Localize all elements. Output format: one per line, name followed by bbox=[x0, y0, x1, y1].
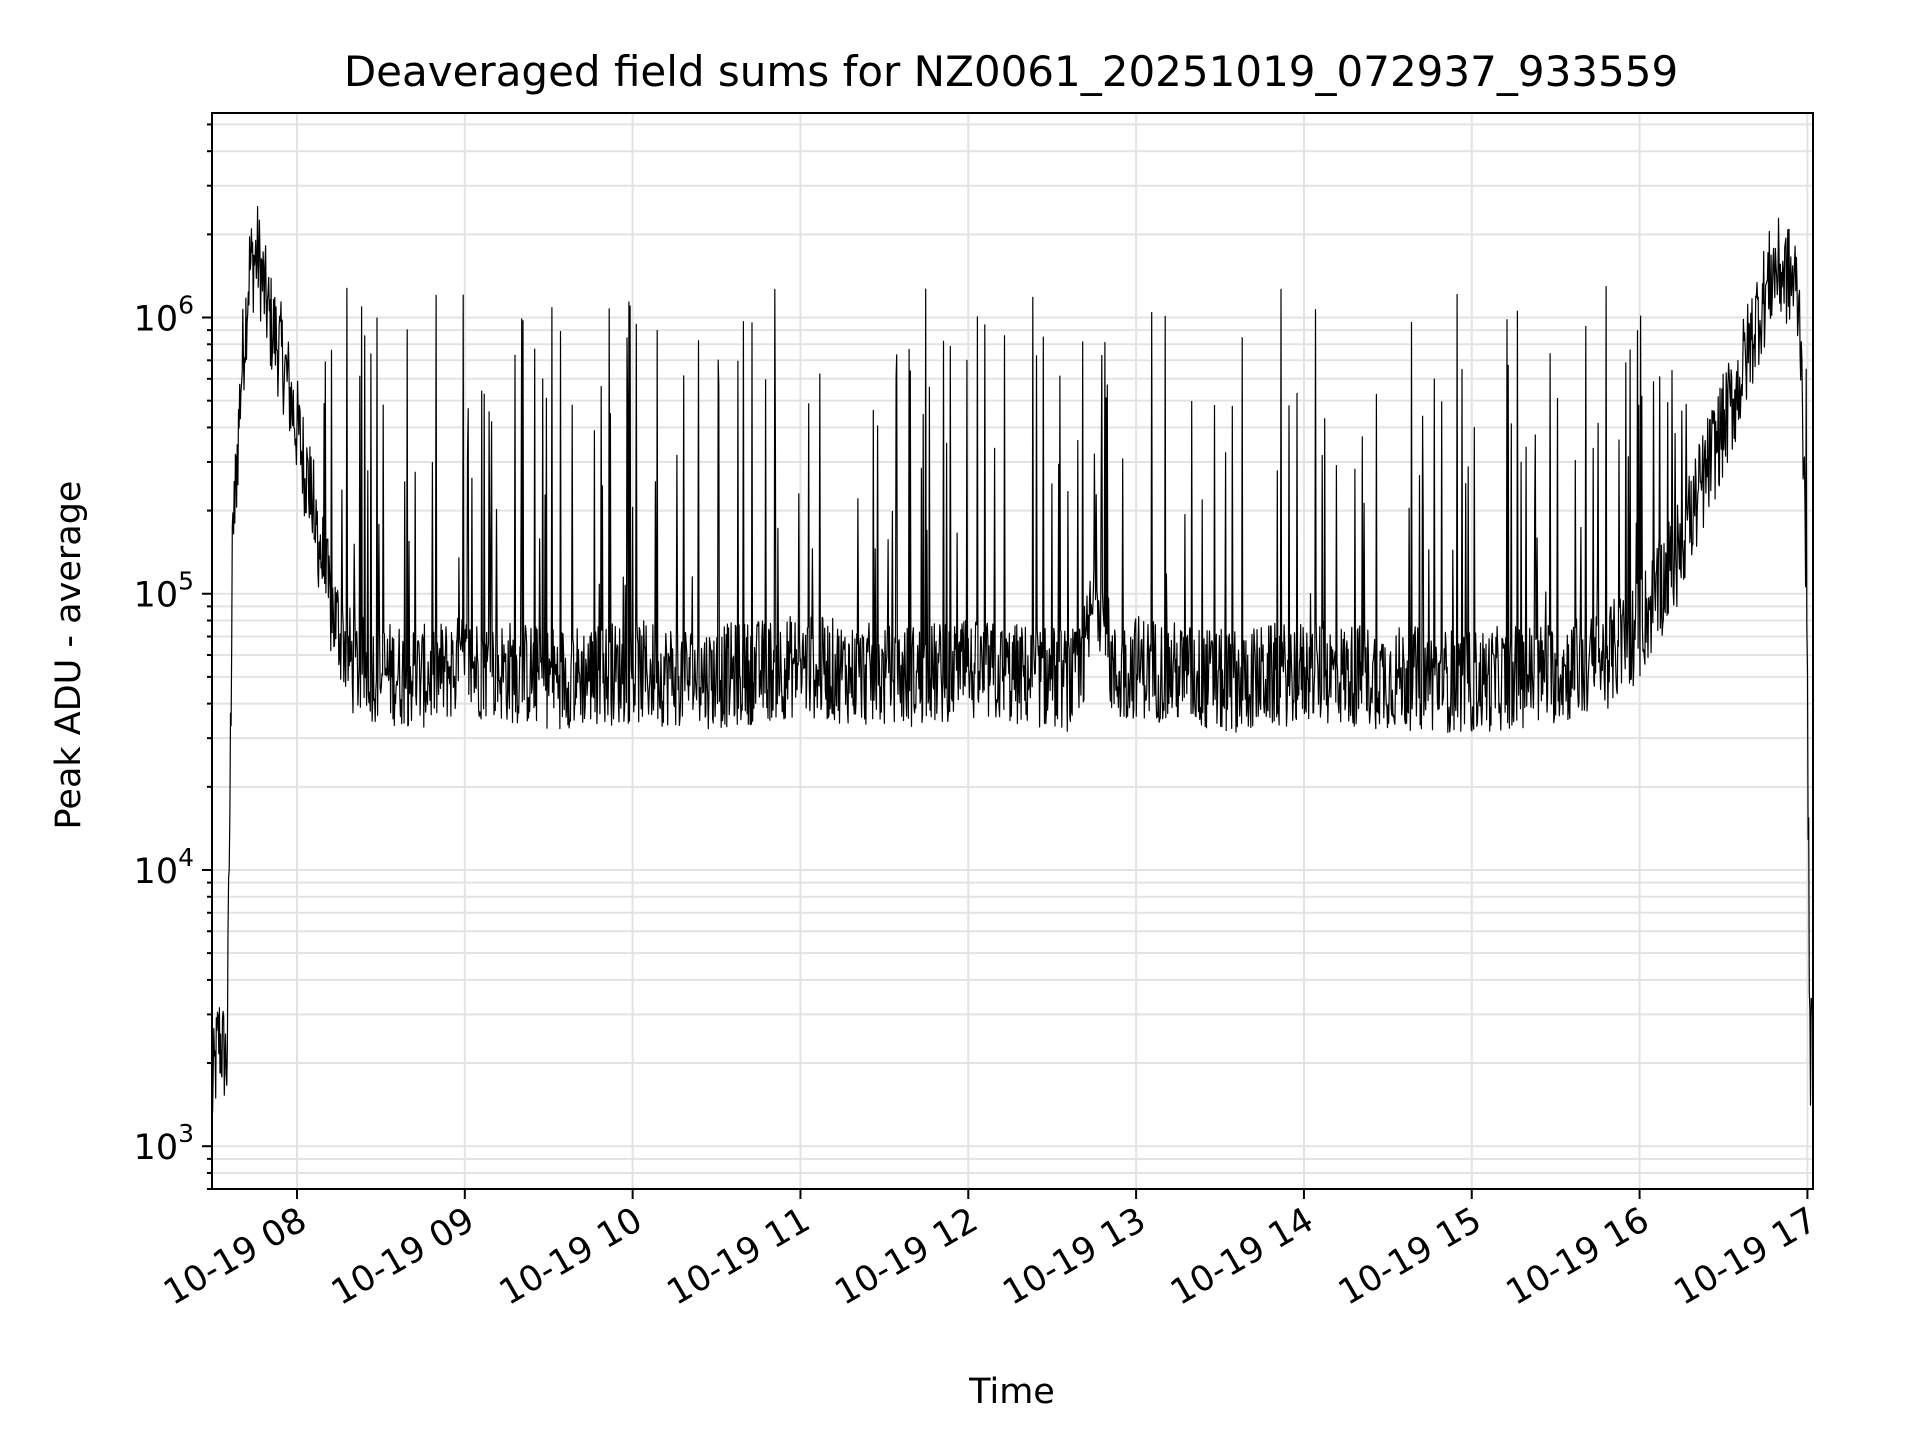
y-tick-label: 105 bbox=[134, 567, 194, 616]
x-tick-label: 10-19 15 bbox=[1332, 1200, 1488, 1313]
grid-layer bbox=[212, 113, 1813, 1190]
y-tick-label: 103 bbox=[134, 1119, 194, 1168]
y-tick-label: 104 bbox=[134, 843, 194, 892]
y-tick-label: 106 bbox=[134, 291, 194, 340]
chart-title: Deaveraged field sums for NZ0061_2025101… bbox=[344, 47, 1678, 96]
x-tick-label: 10-19 10 bbox=[493, 1200, 649, 1313]
x-tick-label: 10-19 14 bbox=[1164, 1200, 1320, 1313]
y-tick-label-exponent: 5 bbox=[178, 567, 194, 596]
x-axis-label: Time bbox=[968, 1372, 1055, 1412]
x-tick-label: 10-19 09 bbox=[325, 1200, 481, 1313]
y-tick-label-base: 10 bbox=[134, 300, 179, 340]
y-tick-label-base: 10 bbox=[134, 1128, 179, 1168]
x-tick-label: 10-19 13 bbox=[996, 1200, 1152, 1313]
plot-frame bbox=[211, 112, 1814, 1190]
y-tick-label-exponent: 3 bbox=[178, 1119, 194, 1148]
y-tick-label-exponent: 6 bbox=[178, 291, 194, 320]
y-tick-label-base: 10 bbox=[134, 576, 179, 616]
y-axis-label: Peak ADU - average bbox=[49, 481, 89, 830]
x-tick-label: 10-19 11 bbox=[661, 1200, 817, 1313]
x-tick-label: 10-19 08 bbox=[157, 1200, 313, 1313]
x-tick-label: 10-19 12 bbox=[828, 1200, 984, 1313]
x-tick-label: 10-19 16 bbox=[1500, 1200, 1656, 1313]
x-tick-label: 10-19 17 bbox=[1668, 1200, 1824, 1313]
series-line bbox=[211, 206, 1814, 1113]
series-layer bbox=[211, 206, 1814, 1113]
y-tick-label-base: 10 bbox=[134, 852, 179, 892]
y-tick-label-exponent: 4 bbox=[178, 843, 194, 872]
